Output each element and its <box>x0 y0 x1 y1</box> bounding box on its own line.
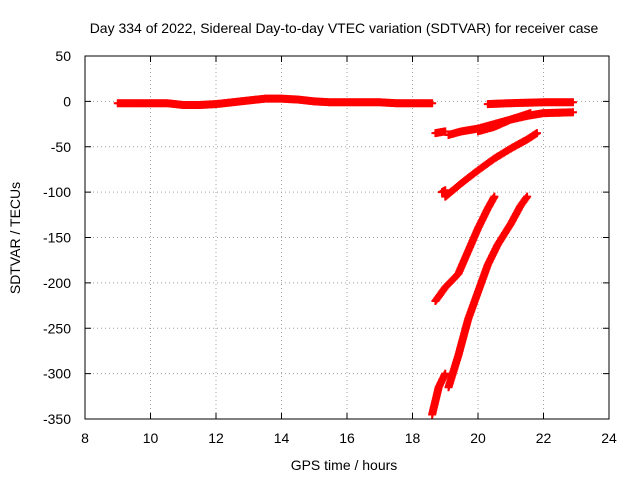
y-tick-label: 0 <box>63 93 71 109</box>
y-axis-label: SDTVAR / TECUs <box>7 182 23 294</box>
y-tick-label: -100 <box>43 184 71 200</box>
x-tick-label: 8 <box>81 430 89 446</box>
data-point <box>490 192 499 201</box>
series-track-8 <box>431 192 499 306</box>
data-point <box>428 99 437 108</box>
y-tick-label: -50 <box>51 139 71 155</box>
y-tick-label: -150 <box>43 230 71 246</box>
x-tick-label: 16 <box>339 430 355 446</box>
plot-frame <box>84 55 610 420</box>
x-tick-label: 18 <box>405 430 421 446</box>
y-tick-label: -350 <box>43 411 71 427</box>
x-tick-label: 24 <box>601 430 617 446</box>
data-point <box>441 186 450 195</box>
x-tick-label: 10 <box>143 430 159 446</box>
x-tick-label: 14 <box>274 430 290 446</box>
series-track-10 <box>444 192 532 392</box>
data-point <box>523 192 532 201</box>
y-tick-label: -250 <box>43 320 71 336</box>
series-track-9 <box>428 369 450 419</box>
x-tick-label: 20 <box>470 430 486 446</box>
chart-title: Day 334 of 2022, Sidereal Day-to-day VTE… <box>90 20 599 36</box>
data-point <box>568 108 577 117</box>
x-tick-label: 12 <box>208 430 224 446</box>
series-track-1 <box>113 94 437 110</box>
series-track-4 <box>483 98 577 109</box>
y-tick-label: 50 <box>55 48 71 64</box>
series-track-3 <box>444 108 577 139</box>
x-tick-labels: 8 10 12 14 16 18 20 22 24 <box>81 430 617 446</box>
series-track-5 <box>474 109 535 136</box>
x-axis-label: GPS time / hours <box>291 457 398 473</box>
y-tick-label: -200 <box>43 275 71 291</box>
data-point <box>532 129 541 138</box>
y-tick-labels: 50 0 -50 -100 -150 -200 -250 -300 -350 <box>43 48 71 427</box>
x-tick-label: 22 <box>536 430 552 446</box>
data-point <box>526 109 535 118</box>
data-point <box>441 369 450 378</box>
series-track-6 <box>441 129 541 201</box>
data-points <box>113 94 577 419</box>
y-tick-label: -300 <box>43 366 71 382</box>
series-track-7 <box>437 186 450 197</box>
data-point <box>568 98 577 107</box>
